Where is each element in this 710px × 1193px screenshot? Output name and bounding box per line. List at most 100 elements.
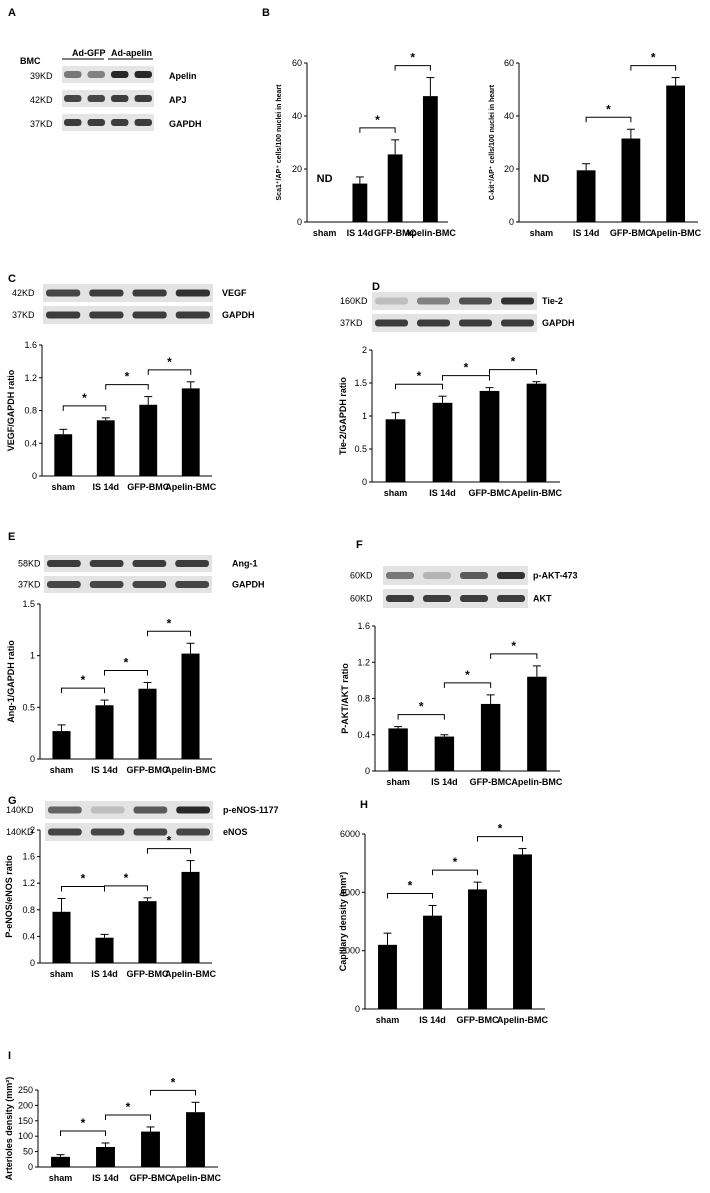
chart-f-blot-band-2-3: [460, 595, 488, 602]
chart-f-blot-row-2-bg: [383, 589, 528, 608]
chart-b2-category-label: Apelin-BMC: [650, 228, 701, 238]
panel-a-blot-row-bg: [62, 90, 154, 107]
chart-e-blot-name-label: Ang-1: [232, 559, 258, 569]
chart-b2-y-tick-label: 0: [509, 217, 514, 227]
chart-d-category-label: IS 14d: [429, 488, 456, 498]
chart-c-significance-bracket: [105, 384, 149, 390]
chart-g-y-tick-label: 2: [30, 825, 35, 835]
chart-f-significance-bracket: [397, 714, 445, 720]
chart-c-significance-star: *: [82, 391, 87, 405]
chart-c-blot-size-label: 42KD: [12, 288, 35, 298]
chart-g-category-label: sham: [50, 969, 74, 979]
chart-i-y-tick-label: 250: [18, 1085, 33, 1095]
chart-b-sca1: 0 20 40 60 Sca1⁺/AP⁺ cells/100 nuclei in hea…: [275, 51, 456, 238]
chart-d-y-tick-label: 0: [362, 477, 367, 487]
chart-b1-significance-bracket: [394, 65, 431, 71]
chart-h-category-label: Apelin-BMC: [497, 1015, 548, 1025]
panel-a-blot-band: [111, 119, 129, 126]
chart-e-category-label: Apelin-BMC: [165, 765, 216, 775]
chart-b2-y-tick-label: 40: [504, 111, 514, 121]
panel-b-letter: B: [262, 7, 270, 19]
panel-a: A BMC Ad-GFP Ad-apelin 39KD 42KD 37KD Ap…: [8, 7, 202, 131]
chart-f-blot-band-1-2: [423, 572, 451, 579]
chart-g-blot-name-label: p-eNOS-1177: [223, 805, 279, 815]
chart-d-category-label: Apelin-BMC: [511, 488, 562, 498]
panel-a-blot-band: [134, 95, 152, 102]
panel-a-blot-row-bg: [62, 66, 154, 83]
chart-g-category-label: IS 14d: [91, 969, 118, 979]
chart-b2-significance-star: *: [651, 51, 656, 65]
chart-b2-bar: [666, 85, 686, 223]
chart-i-y-tick-label: 200: [18, 1100, 33, 1110]
chart-b-ckit: 0 20 40 60 C-kit⁺/AP⁺ cells/100 nuclei in he…: [488, 51, 702, 238]
chart-c-y-tick-label: 0.8: [24, 406, 37, 416]
chart-g-bar: [138, 901, 157, 963]
panel-a-blot-band: [64, 71, 82, 78]
chart-b1-bar: [422, 96, 438, 222]
chart-g-blot-row-1-bg: [45, 801, 213, 819]
chart-g-blot-band-2-2: [90, 828, 125, 836]
chart-f-significance-bracket: [490, 653, 538, 659]
chart-b1-significance-star: *: [375, 113, 380, 127]
chart-i-significance-bracket: [60, 1130, 106, 1136]
chart-d-category-label: GFP-BMC: [469, 488, 511, 498]
panel-a-blot-band: [64, 95, 82, 102]
chart-c: 42KD VEGF 37KD GAPDH 0 0.4 0.8 1.2 1.6 VEGF/GAPDH…: [6, 284, 255, 492]
panel-i-letter: I: [8, 1050, 11, 1062]
chart-f-significance-star: *: [419, 700, 424, 714]
chart-d-bar: [526, 383, 547, 482]
chart-i-significance-star: *: [171, 1075, 176, 1089]
chart-c-blot-size-label: 37KD: [12, 310, 35, 320]
chart-c-blot-band-2-2: [89, 311, 124, 319]
chart-d-bar: [385, 419, 406, 482]
panel-a-band-3-size: 37KD: [30, 119, 53, 129]
chart-c-blot-name-label: VEGF: [222, 288, 247, 298]
chart-i-category-label: sham: [49, 1173, 73, 1183]
chart-h-category-label: sham: [376, 1015, 400, 1025]
panel-h-letter: H: [360, 799, 368, 811]
chart-b1-y-tick-label: 40: [292, 111, 302, 121]
chart-c-bar: [139, 404, 158, 476]
chart-d-blot-band-1-4: [501, 297, 534, 305]
chart-d-y-tick-label: 1.5: [354, 378, 367, 388]
chart-g-y-label: P-eNOS/eNOS ratio: [4, 855, 14, 938]
chart-c-blot-band-1-3: [132, 289, 167, 297]
chart-g-blot-band-1-4: [176, 806, 210, 814]
chart-h-bar: [378, 944, 397, 1009]
chart-e-significance-bracket: [147, 630, 191, 637]
chart-d-blot-band-1-1: [375, 297, 408, 305]
chart-g-blot-size-label: 140KD: [6, 805, 34, 815]
chart-d-significance-bracket: [395, 383, 443, 390]
chart-h-category-label: GFP-BMC: [457, 1015, 499, 1025]
chart-f-blot-band-1-4: [497, 572, 525, 579]
chart-g-significance-star: *: [124, 871, 129, 885]
chart-f-y-tick-label: 1.6: [357, 621, 370, 631]
panel-c-letter: C: [8, 273, 16, 285]
panel-a-blot-band: [64, 119, 82, 126]
chart-i-category-label: IS 14d: [92, 1173, 119, 1183]
chart-d-blot-name-label: GAPDH: [542, 318, 575, 328]
chart-b2-significance-bracket: [630, 65, 677, 71]
chart-f-category-label: sham: [386, 777, 410, 787]
chart-e-category-label: IS 14d: [91, 765, 118, 775]
chart-b2-bar: [621, 138, 641, 222]
chart-b2-category-label: sham: [530, 228, 554, 238]
chart-c-blot-band-1-1: [46, 289, 81, 297]
chart-i-y-label: Arterioles density (mm²): [4, 1077, 14, 1181]
chart-e-y-tick-label: 0: [30, 754, 35, 764]
chart-e-blot-row-2-bg: [44, 576, 212, 593]
chart-f-bar: [480, 703, 501, 771]
panel-d-letter: D: [372, 281, 380, 293]
chart-h-significance-star: *: [498, 822, 503, 836]
chart-i-significance-star: *: [126, 1100, 131, 1114]
chart-c-blot-band-2-4: [175, 311, 210, 319]
chart-g-blot-band-1-1: [48, 806, 82, 814]
chart-c-category-label: IS 14d: [92, 482, 119, 492]
chart-d-blot-band-2-2: [417, 319, 450, 327]
panel-a-band-2-size: 42KD: [30, 95, 53, 105]
chart-g-y-tick-label: 0.8: [22, 905, 35, 915]
chart-h-y-tick-label: 6000: [340, 829, 360, 839]
chart-e-blot-band-2-2: [89, 581, 124, 588]
chart-b1-nd-annotation: ND: [317, 173, 333, 185]
